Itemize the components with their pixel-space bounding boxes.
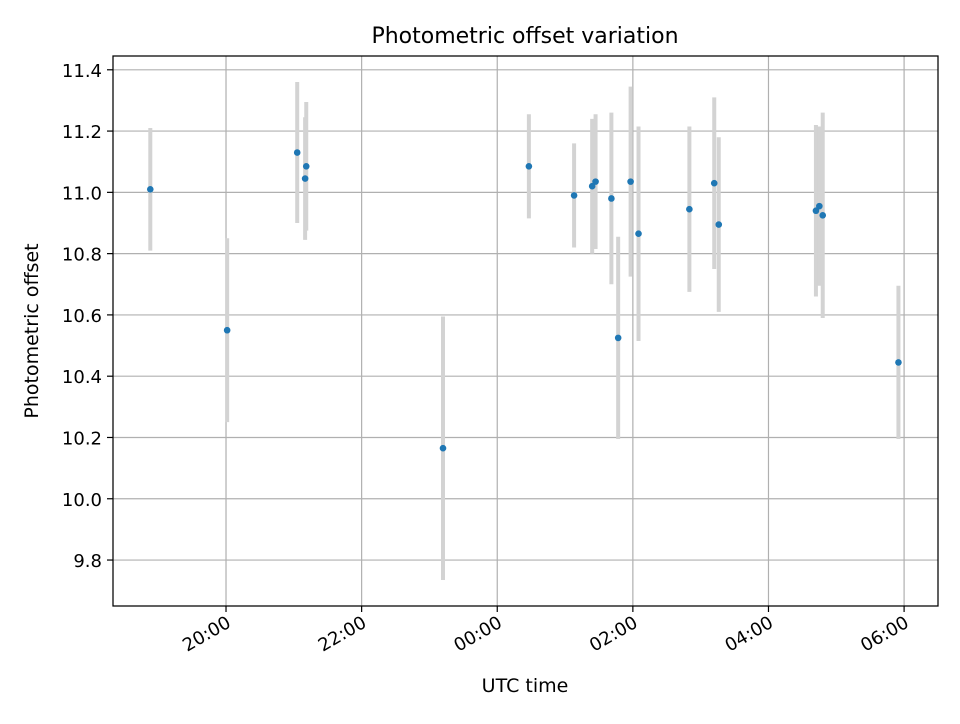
- data-point: [570, 192, 578, 199]
- data-point: [812, 207, 820, 215]
- point-layer: [146, 149, 902, 452]
- y-tick-label: 10.2: [62, 428, 102, 449]
- data-point: [608, 195, 615, 202]
- data-point: [710, 179, 718, 187]
- data-point: [302, 163, 310, 170]
- data-point: [627, 178, 634, 185]
- data-point: [223, 326, 231, 334]
- data-point: [614, 334, 622, 342]
- y-tick-label: 11.0: [62, 183, 102, 204]
- grid-layer: [113, 56, 938, 606]
- y-tick-label: 11.4: [62, 61, 102, 82]
- data-point: [715, 221, 723, 228]
- y-tick-label: 10.4: [62, 367, 102, 388]
- x-axis-label: UTC time: [482, 675, 569, 697]
- y-tick-label: 10.6: [62, 306, 102, 327]
- data-point: [146, 185, 154, 193]
- y-tick-label: 10.0: [62, 490, 102, 511]
- y-axis-label: Photometric offset: [21, 243, 43, 418]
- y-tick-label: 10.8: [62, 245, 102, 266]
- y-tick-label: 11.2: [62, 122, 102, 143]
- data-point: [635, 230, 642, 238]
- data-point: [816, 202, 823, 210]
- y-tick-label: 9.8: [73, 551, 102, 572]
- data-point: [525, 163, 533, 170]
- chart-title: Photometric offset variation: [371, 24, 678, 49]
- data-point: [895, 359, 902, 366]
- data-point: [819, 212, 827, 219]
- data-point: [439, 444, 447, 452]
- data-point: [588, 182, 596, 190]
- data-point: [301, 175, 309, 182]
- data-point: [592, 178, 599, 185]
- data-point: [686, 205, 693, 213]
- data-point: [293, 149, 301, 156]
- plot-frame: [112, 55, 939, 607]
